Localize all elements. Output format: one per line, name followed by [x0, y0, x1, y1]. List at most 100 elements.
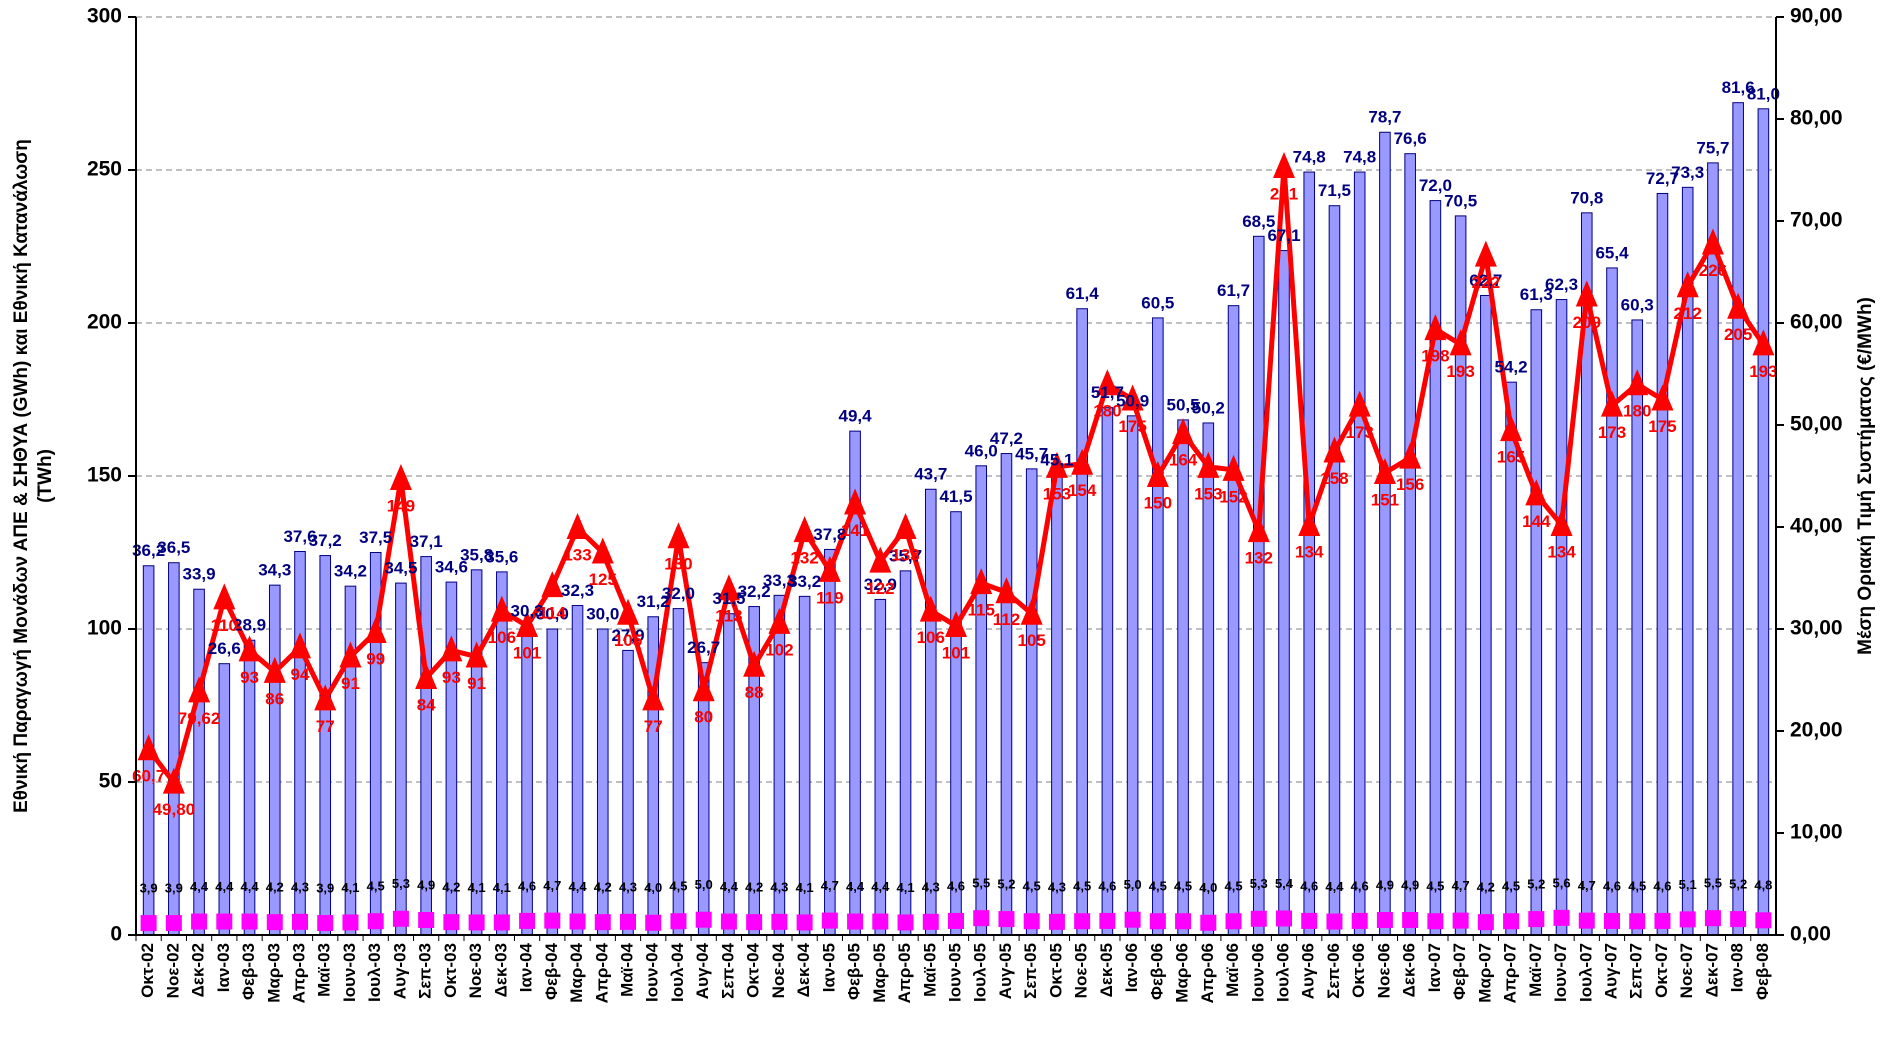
x-tick-label: Οκτ-03: [441, 943, 460, 998]
point-value-label: 5,2: [1729, 877, 1747, 892]
x-tick-label: Νοε-03: [466, 943, 485, 998]
line-marker: [1474, 240, 1497, 267]
point-marker: [1629, 913, 1646, 930]
line-value-label: 205: [1724, 325, 1752, 344]
line-marker: [238, 635, 261, 662]
point-marker: [1704, 910, 1721, 927]
line-value-label: 112: [993, 610, 1020, 629]
x-tick-label: Σεπ-05: [1021, 943, 1040, 999]
point-marker: [569, 913, 586, 930]
bar-value-label: 67,1: [1267, 226, 1300, 245]
line-marker: [970, 568, 993, 595]
line-value-label: 175: [1118, 417, 1146, 436]
line-marker: [919, 595, 942, 622]
bar: [1555, 299, 1568, 936]
x-tick-label: Αυγ-03: [390, 943, 409, 999]
line-value-label: 86: [265, 689, 284, 708]
bar-value-label: 72,0: [1419, 176, 1452, 195]
line-marker: [389, 464, 412, 491]
point-marker: [796, 914, 813, 931]
bar-value-label: 81,0: [1747, 84, 1780, 103]
point-marker: [468, 914, 485, 931]
line-marker: [1424, 314, 1447, 341]
bar-value-label: 31,2: [637, 592, 670, 611]
point-marker: [342, 914, 359, 931]
point-marker: [1124, 911, 1141, 928]
line-marker: [894, 513, 917, 540]
point-marker: [140, 915, 157, 932]
bar: [1757, 108, 1770, 936]
point-value-label: 4,9: [1376, 877, 1394, 892]
line-value-label: 93: [442, 668, 461, 687]
point-marker: [821, 912, 838, 929]
bar: [1404, 153, 1416, 936]
point-marker: [165, 915, 182, 932]
point-value-label: 3,9: [140, 881, 158, 896]
point-marker: [746, 914, 763, 931]
bar: [1353, 171, 1366, 936]
point-value-label: 3,9: [165, 881, 183, 896]
x-tick-label: Απρ-03: [289, 943, 308, 1003]
line-value-label: 144: [1522, 512, 1551, 531]
point-marker: [266, 914, 283, 931]
bar-value-label: 45,7: [1015, 444, 1048, 463]
line-marker: [1273, 151, 1295, 178]
point-value-label: 5,3: [1250, 876, 1268, 891]
bar: [319, 555, 332, 936]
point-marker: [1578, 912, 1595, 929]
line-marker: [263, 656, 286, 683]
bar-value-label: 62,3: [1545, 275, 1578, 294]
point-marker: [1149, 913, 1166, 930]
line-value-label: 84: [417, 695, 436, 714]
bar-value-label: 72,7: [1646, 169, 1679, 188]
x-tick-label: Σεπ-07: [1627, 943, 1646, 999]
point-marker: [1553, 909, 1570, 926]
labels: 36,236,5 33,9 26,6 28,9 34,3 37,637,2 34,2 37,5…: [132, 78, 1780, 895]
x-tick-label: Φεβ-07: [1450, 943, 1469, 1000]
line-value-label: 251: [1270, 184, 1298, 203]
line-value-label: 152: [1219, 487, 1247, 506]
x-tick-label: Ιαν-08: [1728, 943, 1747, 992]
line-marker: [692, 675, 715, 702]
point-marker: [241, 913, 258, 930]
bar: [1126, 415, 1139, 936]
line-marker: [1676, 271, 1699, 298]
point-marker: [620, 913, 636, 930]
point-marker: [1175, 913, 1192, 930]
point-marker: [1679, 911, 1696, 928]
line-marker: [1373, 457, 1396, 484]
y-tick-label: 300: [87, 5, 122, 28]
point-marker: [1200, 914, 1217, 931]
line-value-label: 154: [1068, 481, 1097, 500]
bar-value-label: 61,7: [1217, 281, 1250, 300]
bar-value-label: 46,0: [965, 441, 998, 460]
x-tick-label: Οκτ-06: [1349, 943, 1368, 998]
line-marker: [1222, 454, 1245, 481]
line-value-label: 164: [1169, 451, 1198, 470]
bar-value-label: 49,4: [839, 407, 873, 426]
point-value-label: 5,4: [1275, 876, 1294, 891]
line-marker: [1172, 418, 1195, 445]
point-marker: [847, 913, 864, 930]
point-value-label: 4,4: [568, 879, 587, 894]
line-marker: [1121, 384, 1144, 411]
bar: [1101, 407, 1114, 936]
y-tick-label: 100: [87, 617, 122, 640]
bar-value-label: 35,6: [485, 547, 518, 566]
x-tick-label: Νοε-04: [769, 942, 788, 998]
line-value-label: 105: [614, 631, 642, 650]
point-marker: [1074, 913, 1091, 930]
bar: [1177, 419, 1189, 936]
bar: [1152, 317, 1164, 936]
line-value-label: 99: [366, 650, 385, 669]
x-tick-label: Οκτ-02: [138, 943, 157, 998]
bar: [168, 562, 180, 936]
x-tick-label: Οκτ-05: [1046, 943, 1065, 998]
bar-value-label: 34,6: [435, 558, 468, 577]
bar-value-label: 33,9: [183, 565, 216, 584]
line-marker: [1752, 329, 1775, 356]
bar-value-label: 78,7: [1368, 108, 1401, 127]
y2-axis-title: Μέση Οριακή Τιμή Συστήματος (€/MWh): [1855, 297, 1876, 655]
bar: [1000, 453, 1013, 936]
x-tick-label: Μαϊ-03: [315, 943, 334, 997]
